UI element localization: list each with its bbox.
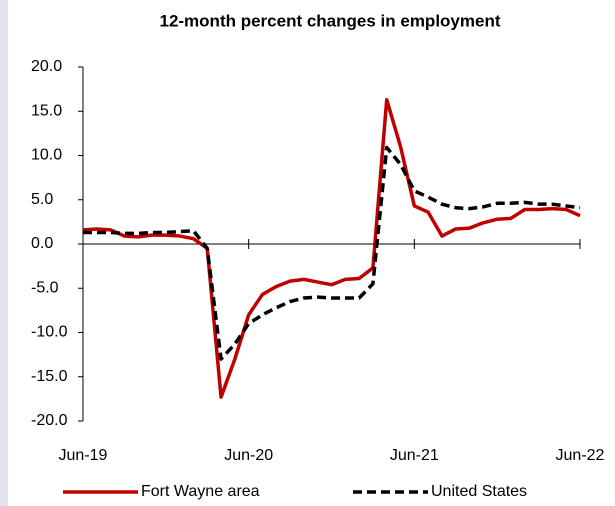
x-tick-label: Jun-19 [59, 447, 108, 464]
series-line [83, 145, 581, 361]
y-tick-label: 10.0 [31, 147, 62, 164]
y-tick-label: -5.0 [31, 279, 59, 296]
x-tick-label: Jun-21 [390, 447, 439, 464]
x-tick-label: Jun-22 [556, 447, 605, 464]
y-tick-label: -20.0 [31, 412, 68, 429]
x-tick-label: Jun-20 [224, 447, 273, 464]
chart-title: 12-month percent changes in employment [159, 11, 500, 30]
y-tick-label: 0.0 [31, 235, 53, 252]
y-tick-label: -10.0 [31, 324, 68, 341]
series-line [82, 97, 581, 399]
y-tick-label: -15.0 [31, 368, 68, 385]
y-tick-label: 20.0 [31, 58, 62, 75]
y-tick-label: 15.0 [31, 102, 62, 119]
side-strip [0, 0, 8, 506]
y-tick-label: 5.0 [31, 191, 53, 208]
legend-label: Fort Wayne area [141, 483, 260, 500]
legend-label: United States [431, 483, 527, 500]
